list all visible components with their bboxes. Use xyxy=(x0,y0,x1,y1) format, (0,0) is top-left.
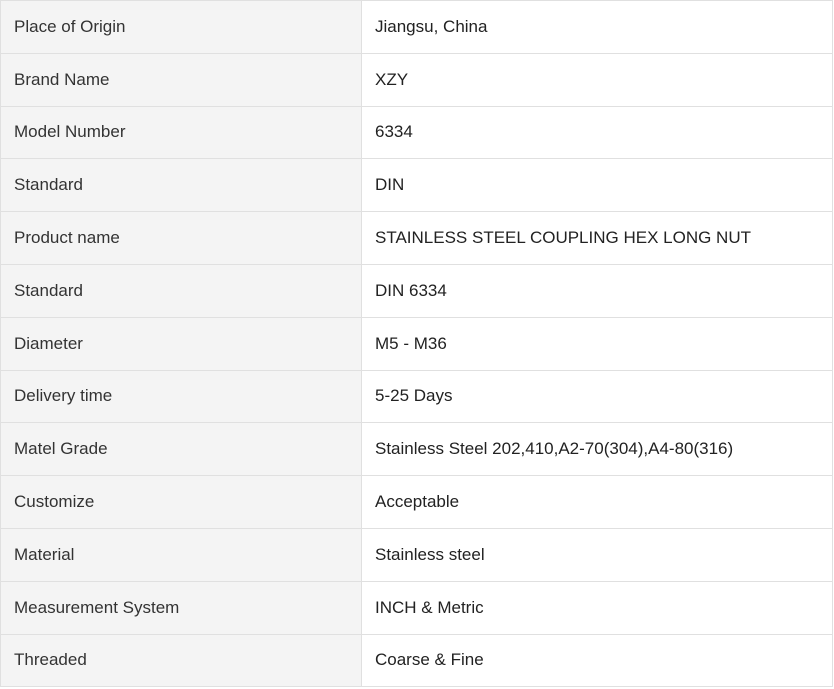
spec-value: Stainless steel xyxy=(361,527,833,582)
table-row: Product name STAINLESS STEEL COUPLING HEX… xyxy=(0,211,833,265)
table-row: Material Stainless steel xyxy=(0,527,833,582)
spec-value: INCH & Metric xyxy=(361,580,833,635)
spec-value: Acceptable xyxy=(361,475,833,529)
spec-label: Customize xyxy=(0,475,362,529)
table-row: Diameter M5 - M36 xyxy=(0,316,833,371)
spec-value: Coarse & Fine xyxy=(361,633,833,688)
spec-label: Diameter xyxy=(0,316,362,371)
spec-label: Standard xyxy=(0,263,362,318)
spec-label: Material xyxy=(0,527,362,582)
table-row: Model Number 6334 xyxy=(0,105,833,160)
table-row: Brand Name XZY xyxy=(0,52,833,107)
spec-value: Stainless Steel 202,410,A2-70(304),A4-80… xyxy=(361,422,833,477)
spec-label: Brand Name xyxy=(0,52,362,107)
table-row: Customize Acceptable xyxy=(0,475,833,529)
table-row: Standard DIN xyxy=(0,158,833,213)
spec-label: Product name xyxy=(0,211,362,265)
spec-label: Standard xyxy=(0,158,362,213)
table-row: Delivery time 5-25 Days xyxy=(0,369,833,424)
spec-value: DIN xyxy=(361,158,833,213)
table-row: Place of Origin Jiangsu, China xyxy=(0,0,833,54)
spec-value: 6334 xyxy=(361,105,833,160)
spec-label: Model Number xyxy=(0,105,362,160)
spec-value: XZY xyxy=(361,52,833,107)
spec-value: M5 - M36 xyxy=(361,316,833,371)
spec-value: 5-25 Days xyxy=(361,369,833,424)
spec-label: Matel Grade xyxy=(0,422,362,477)
table-row: Matel Grade Stainless Steel 202,410,A2-70… xyxy=(0,422,833,477)
spec-value: STAINLESS STEEL COUPLING HEX LONG NUT xyxy=(361,211,833,265)
spec-value: Jiangsu, China xyxy=(361,0,833,54)
spec-label: Threaded xyxy=(0,633,362,688)
spec-label: Place of Origin xyxy=(0,0,362,54)
table-row: Threaded Coarse & Fine xyxy=(0,633,833,688)
table-row: Measurement System INCH & Metric xyxy=(0,580,833,635)
spec-label: Delivery time xyxy=(0,369,362,424)
spec-value: DIN 6334 xyxy=(361,263,833,318)
table-row: Standard DIN 6334 xyxy=(0,263,833,318)
spec-label: Measurement System xyxy=(0,580,362,635)
